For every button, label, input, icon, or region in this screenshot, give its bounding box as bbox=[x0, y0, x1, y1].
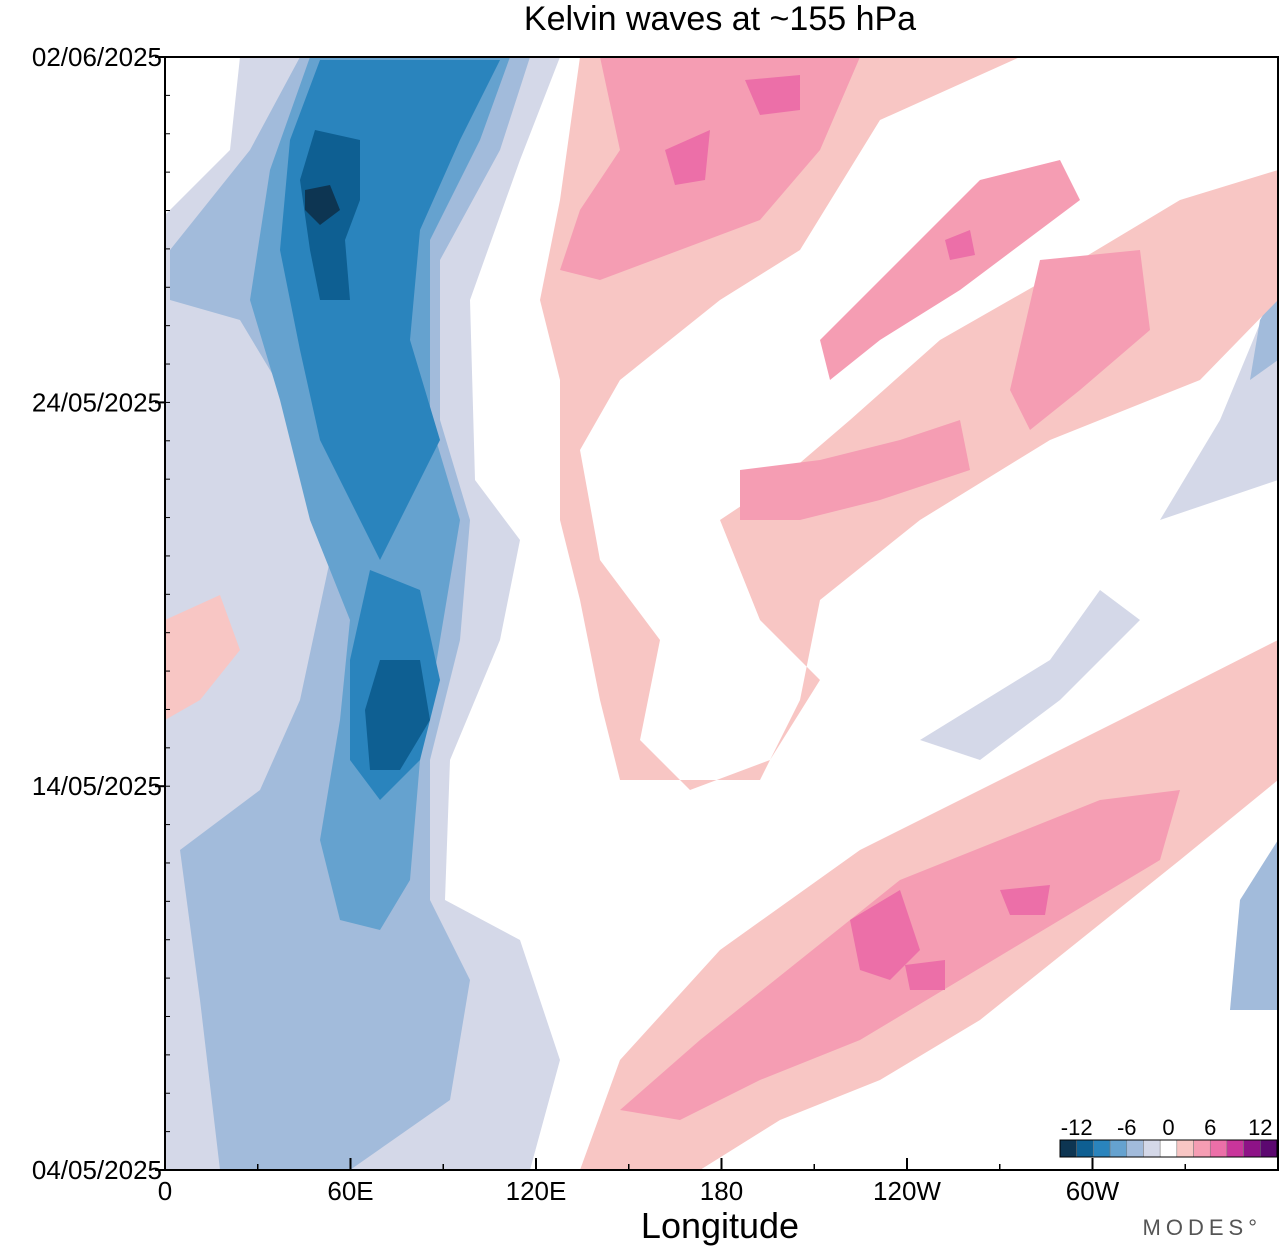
contour-negative-peak bbox=[305, 185, 340, 225]
y-axis: 04/05/2025 14/05/2025 24/05/2025 02/06/2025 bbox=[32, 42, 170, 1185]
contour-positive-upper-level-2 bbox=[560, 57, 860, 280]
colorbar-cell bbox=[1226, 1139, 1244, 1158]
contour-positive-lower-level-3 bbox=[850, 890, 920, 980]
contour-positive-upper-level-3b bbox=[665, 130, 710, 185]
x-tick-label: 60W bbox=[1066, 1176, 1120, 1206]
colorbar-cell bbox=[1193, 1139, 1211, 1158]
contour-negative-right-edge-2 bbox=[1250, 290, 1278, 380]
colorbar-cell bbox=[1176, 1139, 1194, 1158]
colorbar-cell bbox=[1076, 1139, 1094, 1158]
colorbar-label: 6 bbox=[1204, 1115, 1216, 1140]
x-tick-label: 0 bbox=[158, 1176, 172, 1206]
colorbar-cell bbox=[1093, 1139, 1111, 1158]
colorbar-cell bbox=[1126, 1139, 1144, 1158]
contour-positive-upper-level-2d bbox=[740, 420, 970, 520]
y-tick-label: 14/05/2025 bbox=[32, 771, 162, 801]
contour-positive-upper-level-3c bbox=[945, 230, 975, 260]
y-tick-label: 24/05/2025 bbox=[32, 387, 162, 417]
colorbar-cell bbox=[1159, 1139, 1178, 1158]
x-tick-label: 60E bbox=[327, 1176, 373, 1206]
contour-negative-right-lower bbox=[1230, 840, 1278, 1010]
colorbar-cell bbox=[1143, 1139, 1161, 1158]
colorbar-frame bbox=[1059, 1139, 1278, 1158]
contour-negative-mid-streak bbox=[920, 590, 1140, 760]
x-axis-title: Longitude bbox=[641, 1205, 799, 1246]
contour-negative-right-edge bbox=[1160, 280, 1278, 520]
contour-positive-upper-level-2b bbox=[820, 160, 1080, 380]
x-tick-label: 120E bbox=[506, 1176, 567, 1206]
contour-positive-upper-level-2c bbox=[1010, 250, 1150, 430]
colorbar-label: -12 bbox=[1061, 1115, 1093, 1140]
x-axis: 0 60E 120E 180 120W 60W Longitude bbox=[158, 1158, 1186, 1246]
colorbar-cell bbox=[1260, 1139, 1278, 1158]
x-tick-label: 120W bbox=[873, 1176, 941, 1206]
colorbar: -12 -6 0 6 12 bbox=[1059, 1115, 1278, 1158]
chart-title: Kelvin waves at ~155 hPa bbox=[524, 0, 916, 38]
contour-positive-lower-level-3c bbox=[905, 960, 945, 990]
modes-logo: MODES° bbox=[1143, 1215, 1262, 1240]
colorbar-cell bbox=[1209, 1139, 1228, 1158]
y-tick-label: 04/05/2025 bbox=[32, 1155, 162, 1185]
colorbar-cell bbox=[1109, 1139, 1128, 1158]
contour-positive-upper-level-3 bbox=[745, 75, 800, 115]
colorbar-label: 12 bbox=[1248, 1115, 1272, 1140]
colorbar-cell bbox=[1243, 1139, 1261, 1158]
y-tick-label: 02/06/2025 bbox=[32, 42, 162, 72]
contour-positive-lower-level-3b bbox=[1000, 885, 1050, 915]
contour-positive-left-patch bbox=[165, 595, 240, 720]
contour-negative-level-5b bbox=[365, 660, 430, 770]
colorbar-label: 0 bbox=[1162, 1115, 1174, 1140]
x-tick-label: 180 bbox=[700, 1176, 743, 1206]
colorbar-cell bbox=[1059, 1139, 1077, 1158]
contour-positive-upper-level-1 bbox=[540, 57, 1278, 790]
colorbar-label: -6 bbox=[1117, 1115, 1137, 1140]
plot-area bbox=[164, 56, 1279, 1171]
